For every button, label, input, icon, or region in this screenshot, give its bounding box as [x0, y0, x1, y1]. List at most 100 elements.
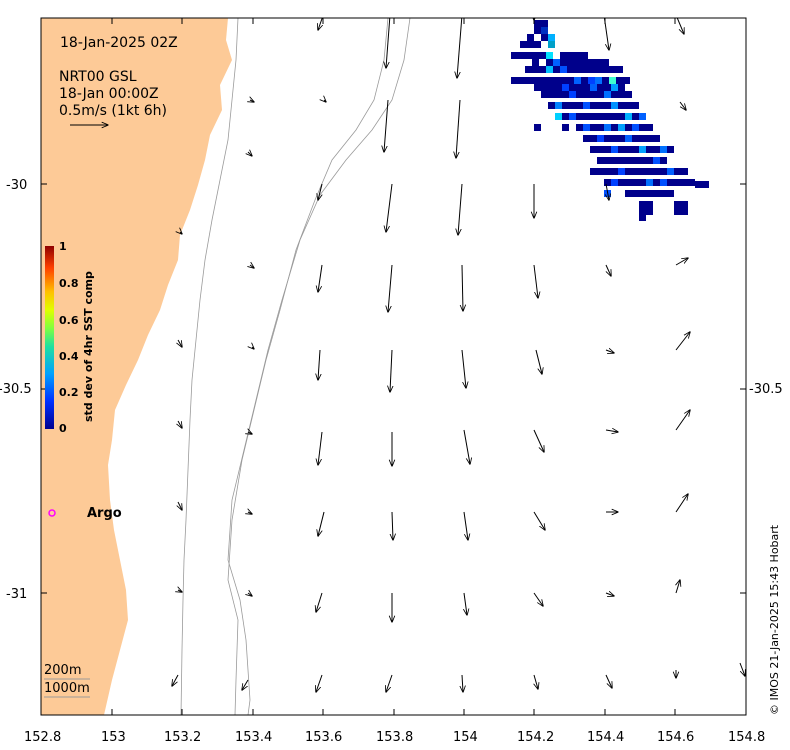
sst-pixel — [532, 52, 539, 59]
current-vector-arrow — [250, 265, 254, 268]
sst-pixel — [625, 124, 632, 131]
x-tick-label: 154 — [453, 730, 478, 745]
current-vector-arrow — [739, 662, 745, 676]
sst-pixel — [546, 77, 553, 84]
sst-pixel — [639, 179, 646, 186]
sst-pixel — [604, 84, 611, 91]
current-vector-arrow — [318, 18, 324, 30]
sst-pixel — [623, 77, 630, 84]
sst-pixel — [653, 168, 660, 175]
y-axis-labels: -30 -30.5 -31 — [0, 178, 32, 602]
sst-pixel — [534, 27, 541, 34]
sst-pixel — [548, 91, 555, 98]
sst-pixel — [541, 27, 548, 34]
sst-pixel — [597, 84, 604, 91]
current-vector-arrow — [318, 511, 325, 536]
sst-pixel — [581, 66, 588, 73]
sst-pixel — [518, 77, 525, 84]
map-date-label: 18-Jan-2025 02Z — [60, 35, 178, 51]
sst-pixel — [548, 84, 555, 91]
current-vector-arrow — [178, 501, 182, 510]
y-tick-label: -30.5 — [0, 382, 32, 397]
sst-pixel — [646, 190, 653, 197]
sst-pixel — [604, 124, 611, 131]
sst-pixel — [525, 77, 532, 84]
current-vector-arrow — [248, 512, 252, 514]
sst-pixel — [632, 179, 639, 186]
current-vector-arrow — [324, 100, 326, 102]
current-vector-arrow — [456, 99, 461, 158]
current-vector-arrow — [461, 349, 466, 388]
sst-pixel — [604, 157, 611, 164]
sst-pixel — [667, 179, 674, 186]
current-vector-arrow — [392, 511, 393, 540]
current-vector-arrow — [605, 593, 614, 596]
sst-pixel — [546, 59, 553, 66]
sst-pixel — [681, 208, 688, 215]
sst-pixel — [611, 124, 618, 131]
sst-pixel — [611, 157, 618, 164]
sst-pixel — [609, 66, 616, 73]
argo-float-marker[interactable] — [48, 509, 56, 517]
colorbar-gradient — [45, 246, 54, 429]
sst-pixel — [618, 102, 625, 109]
x-tick-label: 153.6 — [305, 730, 342, 745]
sst-pixel — [681, 168, 688, 175]
sst-pixel — [611, 135, 618, 142]
sst-pixel — [527, 41, 534, 48]
sst-pixel — [576, 113, 583, 120]
current-vector-arrow — [605, 350, 614, 353]
sst-pixel — [625, 113, 632, 120]
current-vector-arrow — [390, 349, 392, 392]
sst-pixel — [660, 168, 667, 175]
sst-pixel — [560, 77, 567, 84]
sst-pixel — [660, 157, 667, 164]
current-vector-arrow — [676, 580, 680, 594]
sst-pixel — [520, 41, 527, 48]
current-vector-arrow — [316, 674, 323, 692]
sst-pixel — [555, 84, 562, 91]
sst-pixel — [576, 124, 583, 131]
sst-pixel — [632, 157, 639, 164]
sst-pixel — [618, 168, 625, 175]
sst-pixel — [546, 66, 553, 73]
current-vector-arrow — [534, 674, 538, 689]
current-vector-arrow — [463, 429, 470, 464]
sst-pixel — [590, 135, 597, 142]
sst-pixel — [597, 91, 604, 98]
sst-pixel — [653, 135, 660, 142]
sst-pixel — [681, 179, 688, 186]
current-vector-arrow — [533, 592, 543, 606]
sst-pixel — [625, 102, 632, 109]
sst-pixel — [541, 34, 548, 41]
sst-pixel — [539, 66, 546, 73]
current-vector-arrow — [386, 183, 393, 232]
sst-pixel — [574, 77, 581, 84]
sst-pixel — [646, 124, 653, 131]
current-vector-arrow — [675, 332, 690, 351]
sst-pixel — [618, 135, 625, 142]
sst-pixel — [639, 135, 646, 142]
x-tick-label: 153 — [101, 730, 126, 745]
sst-pixel — [527, 34, 534, 41]
sst-pixel — [590, 146, 597, 153]
current-vector-arrow — [248, 152, 252, 156]
sst-pixel — [625, 91, 632, 98]
sst-pixel — [562, 84, 569, 91]
sst-pixel — [618, 146, 625, 153]
sst-pixel — [562, 124, 569, 131]
current-vector-arrow — [533, 264, 538, 298]
sst-pixel — [632, 113, 639, 120]
x-tick-label: 154.4 — [587, 730, 624, 745]
sst-pixel — [562, 102, 569, 109]
sst-pixel — [597, 102, 604, 109]
sst-pixel — [595, 66, 602, 73]
sst-pixel — [604, 113, 611, 120]
sst-pixel — [618, 91, 625, 98]
sst-pixel — [632, 168, 639, 175]
sst-pixel — [597, 124, 604, 131]
sst-pixel — [511, 52, 518, 59]
sst-pixel — [618, 84, 625, 91]
sst-pixel — [597, 146, 604, 153]
sst-pixel — [583, 91, 590, 98]
